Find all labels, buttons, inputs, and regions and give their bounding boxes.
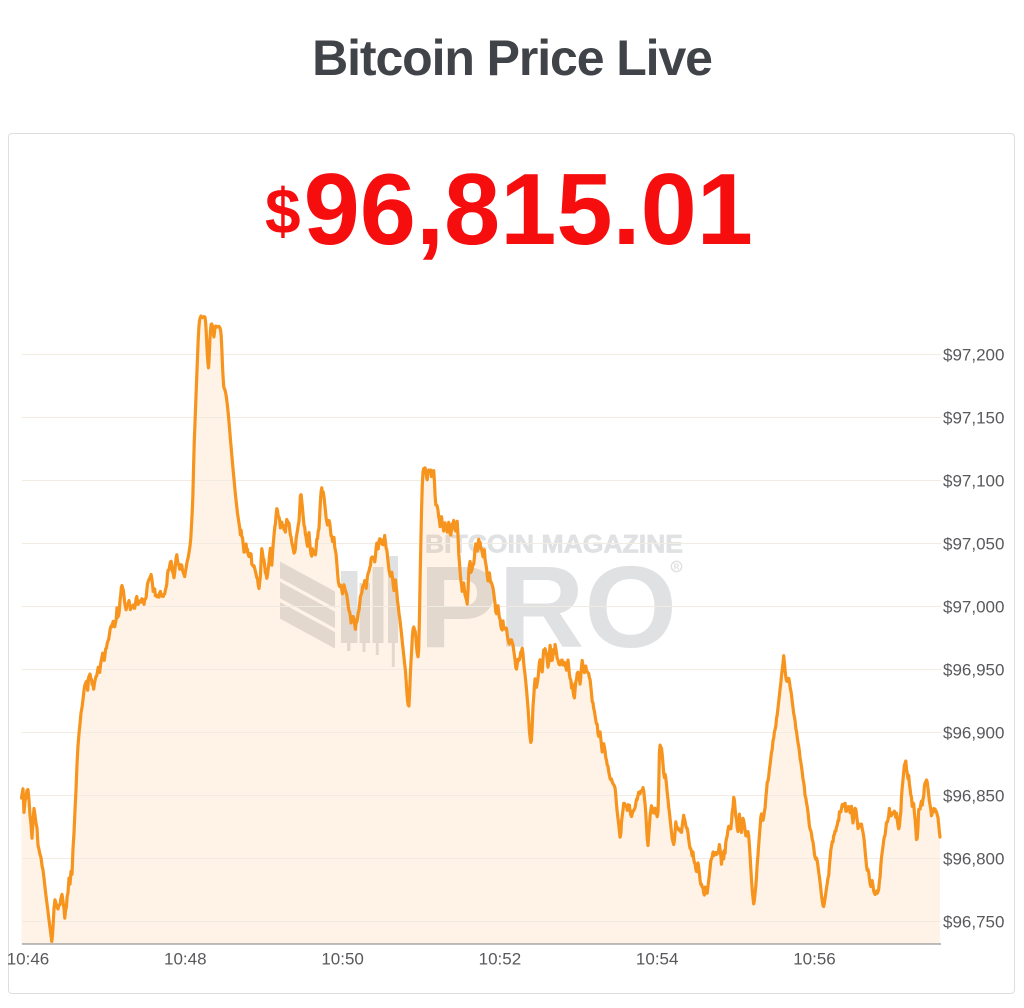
- svg-text:$96,950: $96,950: [943, 661, 1004, 680]
- svg-text:$97,050: $97,050: [943, 535, 1004, 554]
- svg-text:$96,900: $96,900: [943, 724, 1004, 743]
- svg-text:$96,800: $96,800: [943, 850, 1004, 869]
- svg-text:$97,100: $97,100: [943, 472, 1004, 491]
- svg-text:10:56: 10:56: [793, 950, 836, 969]
- svg-text:BITCOIN MAGAZINE: BITCOIN MAGAZINE: [425, 531, 683, 559]
- svg-text:$96,750: $96,750: [943, 913, 1004, 932]
- svg-text:$97,200: $97,200: [943, 346, 1004, 365]
- svg-text:R: R: [674, 563, 680, 572]
- svg-text:$97,150: $97,150: [943, 409, 1004, 428]
- svg-text:10:50: 10:50: [321, 950, 364, 969]
- svg-text:10:54: 10:54: [636, 950, 679, 969]
- svg-text:$96,850: $96,850: [943, 787, 1004, 806]
- svg-text:10:52: 10:52: [479, 950, 522, 969]
- svg-text:$97,000: $97,000: [943, 598, 1004, 617]
- svg-text:10:46: 10:46: [7, 950, 50, 969]
- svg-text:10:48: 10:48: [164, 950, 207, 969]
